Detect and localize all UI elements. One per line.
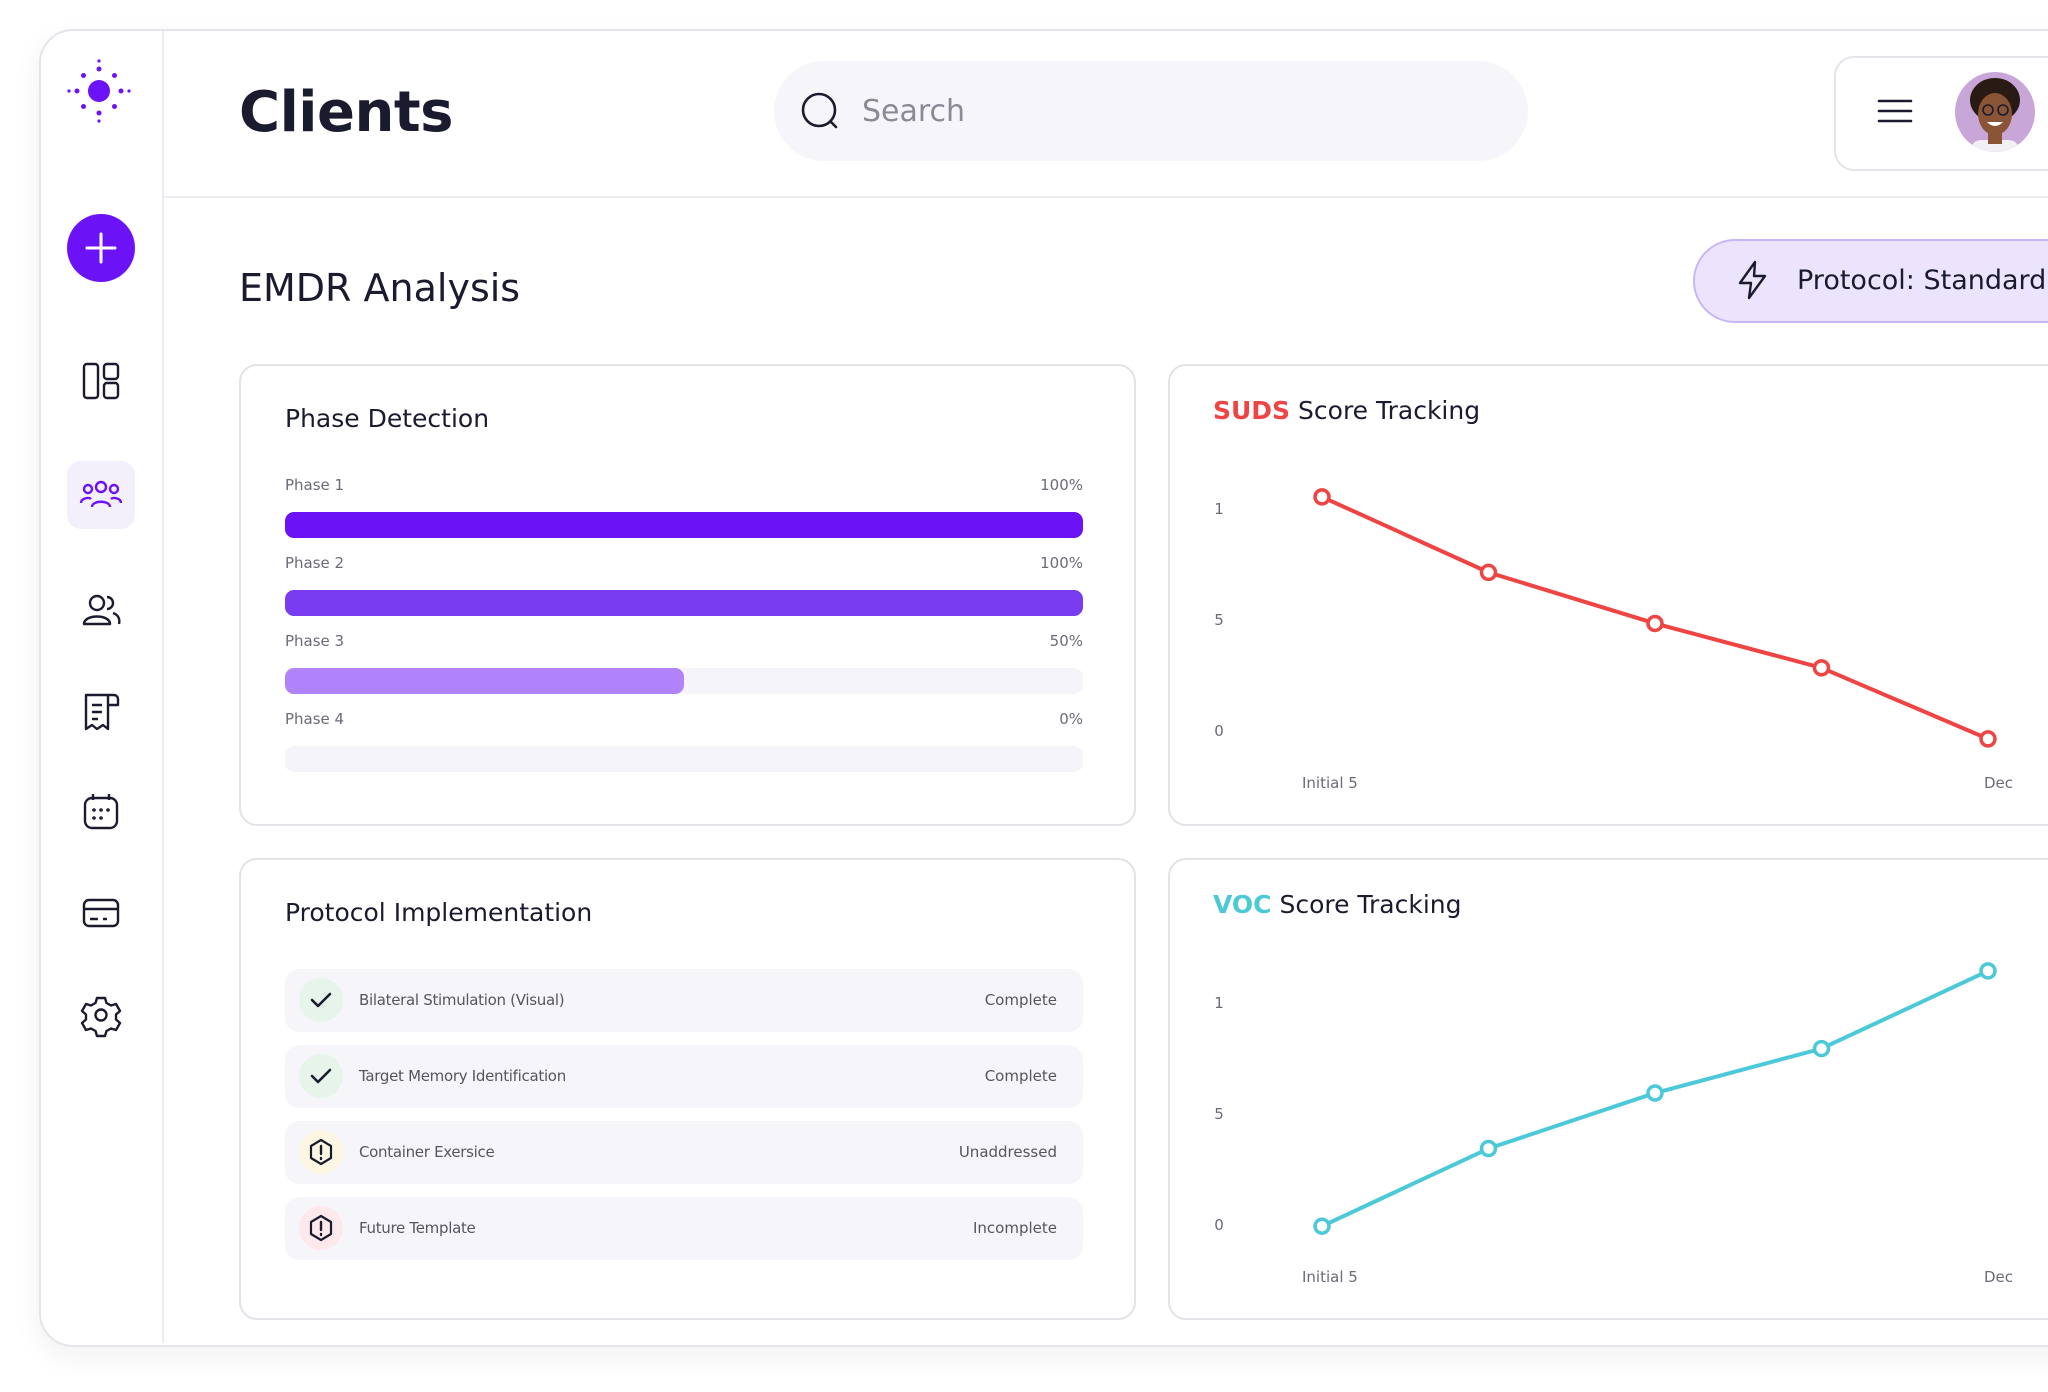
point: [1646, 614, 1664, 633]
point: [1313, 1217, 1331, 1235]
clients-icon[interactable]: [79, 480, 123, 508]
title-highlight: SUDS: [1213, 396, 1290, 425]
point: [1979, 730, 1997, 748]
x-tick-label: Initial 5: [1302, 1268, 1358, 1286]
voc-card: [1168, 858, 2048, 1320]
logo: [67, 59, 131, 123]
alert-icon: [309, 1138, 333, 1166]
protocol-row: [285, 1197, 1083, 1260]
card-title: SUDS Score Tracking: [1213, 396, 1480, 425]
y-tick-label: 5: [1214, 1105, 1224, 1123]
x-tick-label: Dec: [1984, 1268, 2013, 1286]
item-status: Complete: [984, 991, 1057, 1009]
bar: [285, 590, 1083, 616]
x-tick-label: Initial 5: [1302, 774, 1358, 792]
sidebar-divider: [162, 31, 164, 1343]
notes-icon[interactable]: [84, 693, 120, 731]
alert-icon: [309, 1214, 333, 1242]
item-name: Future Template: [359, 1219, 476, 1237]
check-icon: [310, 992, 332, 1008]
point: [1812, 1039, 1831, 1058]
phase-value: 0%: [1059, 710, 1083, 728]
settings-icon[interactable]: [80, 996, 122, 1038]
phase-label: Phase 3: [285, 632, 345, 650]
point: [1313, 488, 1331, 506]
y-tick-label: 1: [1214, 500, 1224, 518]
check-icon: [310, 1068, 332, 1084]
section-title: EMDR Analysis: [239, 266, 521, 310]
dashboard-icon[interactable]: [82, 362, 120, 400]
item-name: Target Memory Identification: [359, 1067, 566, 1085]
clients-icon-bg[interactable]: [67, 461, 135, 529]
point: [1812, 659, 1831, 677]
item-name: Container Exersice: [359, 1143, 495, 1161]
search-placeholder: Search: [862, 94, 966, 129]
title-rest: Score Tracking: [1279, 890, 1461, 919]
phase-label: Phase 1: [285, 476, 345, 494]
phase-label: Phase 4: [285, 710, 345, 728]
users-icon[interactable]: [82, 594, 121, 626]
bolt-icon: [1738, 260, 1767, 300]
bar: [285, 668, 684, 694]
item-name: Bilateral Stimulation (Visual): [359, 991, 565, 1009]
point: [1646, 1084, 1664, 1102]
y-tick-label: 5: [1214, 611, 1224, 629]
status-icon-bg: [299, 1054, 343, 1098]
phase-value: 50%: [1049, 632, 1083, 650]
phase-value: 100%: [1040, 476, 1083, 494]
title-highlight: VOC: [1213, 890, 1272, 919]
card-title: Protocol Implementation: [285, 898, 593, 927]
y-tick-label: 0: [1214, 722, 1224, 740]
y-tick-label: 0: [1214, 1216, 1224, 1234]
phase-label: Phase 2: [285, 554, 345, 572]
bar-track: [285, 746, 1083, 772]
card-title: VOC Score Tracking: [1213, 890, 1462, 919]
menu-icon[interactable]: [1876, 96, 1916, 126]
search-box[interactable]: [774, 61, 1528, 161]
suds-card: [1168, 364, 2048, 826]
point: [1979, 962, 1997, 980]
title-space: [1272, 890, 1280, 919]
y-tick-label: 1: [1214, 994, 1224, 1012]
protocol-label: Protocol: Standard: [1797, 265, 2047, 296]
add-button[interactable]: [67, 214, 135, 282]
bar: [285, 512, 1083, 538]
point: [1479, 563, 1498, 582]
calendar-icon[interactable]: [83, 794, 119, 830]
item-status: Complete: [984, 1067, 1057, 1085]
protocol-row: [285, 969, 1083, 1032]
item-status: Incomplete: [973, 1219, 1057, 1237]
search-icon: [801, 92, 838, 129]
protocol-row: [285, 1121, 1083, 1184]
card-title: Phase Detection: [285, 404, 490, 433]
sidebar: [67, 59, 135, 1038]
point: [1479, 1139, 1498, 1158]
title-space: [1290, 396, 1298, 425]
page-title: Clients: [239, 80, 453, 145]
phase-value: 100%: [1040, 554, 1083, 572]
protocol-row: [285, 1045, 1083, 1108]
x-tick-label: Dec: [1984, 774, 2013, 792]
protocol-button[interactable]: [1693, 239, 2048, 323]
title-rest: Score Tracking: [1298, 396, 1480, 425]
billing-icon[interactable]: [82, 898, 120, 928]
item-status: Unaddressed: [958, 1143, 1057, 1161]
avatar[interactable]: [1953, 70, 2037, 154]
status-icon-bg: [299, 978, 343, 1022]
header-divider: [164, 196, 2048, 198]
